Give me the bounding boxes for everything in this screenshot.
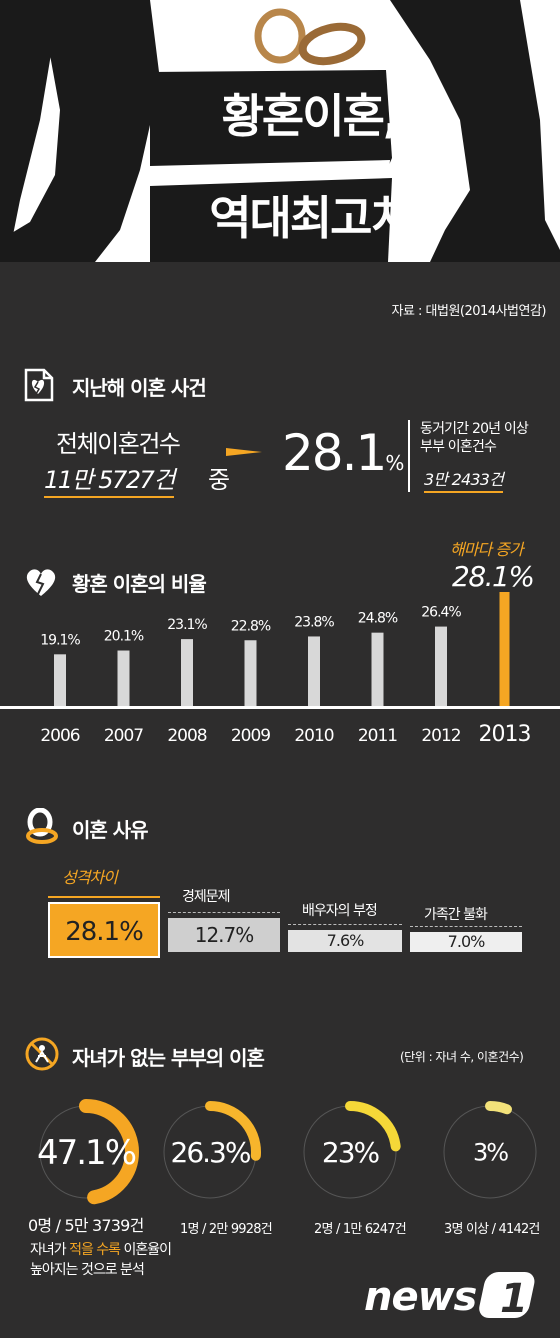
reason-divider-4 (410, 926, 522, 927)
bar-2013 (499, 592, 510, 706)
bar-label-2012: 26.4% (421, 605, 461, 621)
year-tick-2013: 2013 (479, 722, 531, 747)
donut-caption-2: 1명 / 2만 9928건 (180, 1222, 273, 1237)
section-title-ratio: 황혼 이혼의 비율 (72, 572, 207, 596)
long-marriage-share: 28.1% (282, 424, 404, 482)
bar-2012 (435, 626, 447, 706)
donut-caption-3: 2명 / 1만 6247건 (314, 1222, 407, 1237)
donut-arc-4 (439, 1101, 541, 1203)
long-marriage-share-unit: % (385, 451, 404, 475)
reason-divider-1 (48, 896, 160, 898)
note-highlight: 적을 수록 (69, 1242, 121, 1258)
reason-divider-2 (168, 912, 280, 913)
year-tick-2011: 2011 (358, 726, 397, 746)
donut-arc-1 (33, 1099, 139, 1205)
bar-label-2007: 20.1% (104, 629, 144, 645)
total-divorce-suffix: 중 (208, 466, 230, 494)
long-marriage-label-2: 부부 이혼건수 (420, 439, 497, 455)
analysis-note: 자녀가 적을 수록 이혼율이 높아지는 것으로 분석 (30, 1240, 173, 1280)
donut-arc-3 (299, 1101, 401, 1203)
donut-4: 3% (439, 1101, 541, 1203)
year-tick-2009: 2009 (231, 726, 270, 746)
chart-baseline (0, 706, 560, 709)
donut-arc-2 (159, 1101, 261, 1203)
bar-label-2010: 23.8% (294, 614, 334, 630)
bar-2008 (181, 639, 193, 706)
reason-value-3: 7.6% (288, 930, 402, 952)
donut-value-2: 26.3% (171, 1136, 251, 1169)
rings-icon (26, 808, 58, 844)
bar-2007 (117, 650, 130, 706)
donut-value-1: 47.1% (37, 1133, 136, 1173)
no-children-icon (25, 1037, 59, 1071)
donut-value-3: 23% (322, 1136, 380, 1169)
note-text-3: 높아지는 것으로 분석 (30, 1262, 145, 1278)
total-divorce-value: 11만 5727건 (44, 466, 175, 498)
reason-label-3: 배우자의 부정 (302, 903, 378, 919)
donut-value-4: 3% (473, 1138, 508, 1166)
bar-2011 (371, 632, 384, 706)
arrow-right-icon (226, 448, 262, 456)
logo-wordmark: news (364, 1274, 477, 1320)
donut-3: 23% (299, 1101, 401, 1203)
bar-label-2006: 19.1% (40, 632, 80, 648)
long-marriage-count: 3만 2433건 (424, 470, 504, 493)
note-text-2: 이혼율이 (120, 1242, 173, 1258)
unit-note: (단위 : 자녀 수, 이혼건수) (400, 1050, 524, 1064)
couple-silhouette-illustration (0, 0, 560, 278)
broken-document-icon (24, 368, 54, 402)
reason-value-1: 28.1% (48, 902, 160, 958)
year-tick-2012: 2012 (421, 726, 460, 746)
headline-line-1: 황혼이혼, (221, 89, 401, 143)
highlight-ratio-value: 28.1% (452, 560, 535, 593)
header-illustration: 황혼이혼, 역대최고치 (0, 0, 560, 278)
reason-divider-3 (288, 924, 402, 925)
bar-2010 (308, 636, 320, 706)
logo-mark: 1 (500, 1276, 528, 1322)
long-marriage-label-1: 동거기간 20년 이상 (420, 421, 529, 437)
bar-label-2009: 22.8% (231, 618, 271, 634)
year-tick-2006: 2006 (40, 726, 79, 746)
news1-logo: news 1 (364, 1272, 535, 1322)
bar-2009 (244, 640, 257, 706)
section-title-last-year: 지난해 이혼 사건 (72, 376, 207, 400)
bar-label-2008: 23.1% (167, 617, 207, 633)
section-title-reasons: 이혼 사유 (72, 818, 149, 842)
headline-line-2: 역대최고치 (209, 191, 413, 245)
source-note: 자료 : 대법원(2014사법연감) (391, 304, 546, 319)
donut-2: 26.3% (159, 1101, 261, 1203)
reason-value-4: 7.0% (410, 932, 522, 952)
year-tick-2008: 2008 (167, 726, 206, 746)
note-text-1: 자녀가 (30, 1242, 70, 1258)
section-title-childless: 자녀가 없는 부부의 이혼 (72, 1046, 265, 1070)
reason-value-2: 12.7% (168, 918, 280, 952)
broken-heart-icon (26, 569, 56, 596)
bar-2006 (54, 654, 66, 706)
increase-label: 해마다 증가 (450, 540, 524, 559)
reason-label-4: 가족간 불화 (424, 907, 488, 923)
total-divorce-label: 전체이혼건수 (56, 430, 181, 458)
divider (408, 420, 410, 492)
long-marriage-share-number: 28.1 (282, 424, 387, 482)
year-tick-2007: 2007 (104, 726, 143, 746)
reason-label-1: 성격차이 (62, 868, 118, 887)
bar-label-2011: 24.8% (358, 611, 398, 627)
donut-1: 47.1% (33, 1099, 139, 1205)
donut-caption-4: 3명 이상 / 4142건 (444, 1222, 540, 1237)
reason-label-2: 경제문제 (182, 889, 231, 905)
donut-caption-1: 0명 / 5만 3739건 (28, 1216, 144, 1235)
ratio-bar-chart: 19.1% 2006 20.1% 2007 23.1% 2008 22.8% 2009 23.8… (0, 592, 560, 747)
year-tick-2010: 2010 (294, 726, 333, 746)
